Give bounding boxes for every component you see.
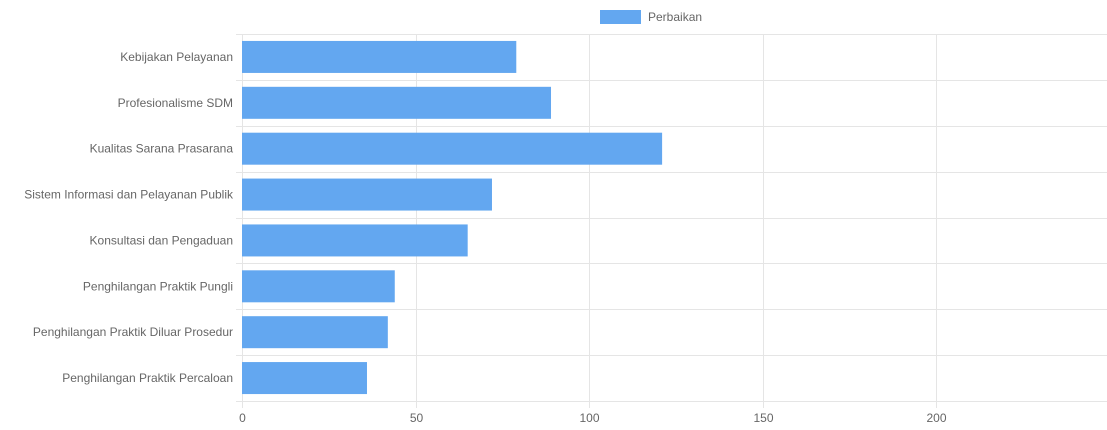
legend-swatch[interactable] bbox=[600, 10, 641, 24]
bar[interactable] bbox=[242, 316, 388, 349]
bar[interactable] bbox=[242, 270, 395, 303]
category-label: Konsultasi dan Pengaduan bbox=[90, 233, 233, 247]
category-label: Penghilangan Praktik Percaloan bbox=[62, 371, 233, 385]
legend-label[interactable]: Perbaikan bbox=[648, 10, 702, 24]
y-axis-labels: Kebijakan Pelayanan Profesionalisme SDM Ku… bbox=[24, 50, 234, 385]
x-tick-label: 0 bbox=[239, 411, 246, 425]
bar[interactable] bbox=[242, 86, 552, 119]
bars bbox=[242, 40, 663, 395]
category-label: Profesionalisme SDM bbox=[118, 96, 233, 110]
x-tick-label: 150 bbox=[753, 411, 773, 425]
x-tick-label: 100 bbox=[579, 411, 599, 425]
category-label: Kebijakan Pelayanan bbox=[120, 50, 233, 64]
bar[interactable] bbox=[242, 132, 663, 165]
category-label: Sistem Informasi dan Pelayanan Publik bbox=[24, 188, 234, 202]
bar[interactable] bbox=[242, 362, 367, 395]
category-label: Penghilangan Praktik Pungli bbox=[83, 279, 233, 293]
x-tick-label: 50 bbox=[410, 411, 424, 425]
legend[interactable]: Perbaikan bbox=[600, 10, 702, 24]
category-label: Kualitas Sarana Prasarana bbox=[90, 142, 234, 156]
bar[interactable] bbox=[242, 40, 517, 73]
bar[interactable] bbox=[242, 178, 492, 211]
grid-lines bbox=[236, 34, 1107, 408]
bar[interactable] bbox=[242, 224, 468, 257]
category-label: Penghilangan Praktik Diluar Prosedur bbox=[33, 325, 233, 339]
x-axis-labels: 0 50 100 150 200 bbox=[239, 411, 947, 425]
x-tick-label: 200 bbox=[926, 411, 946, 425]
